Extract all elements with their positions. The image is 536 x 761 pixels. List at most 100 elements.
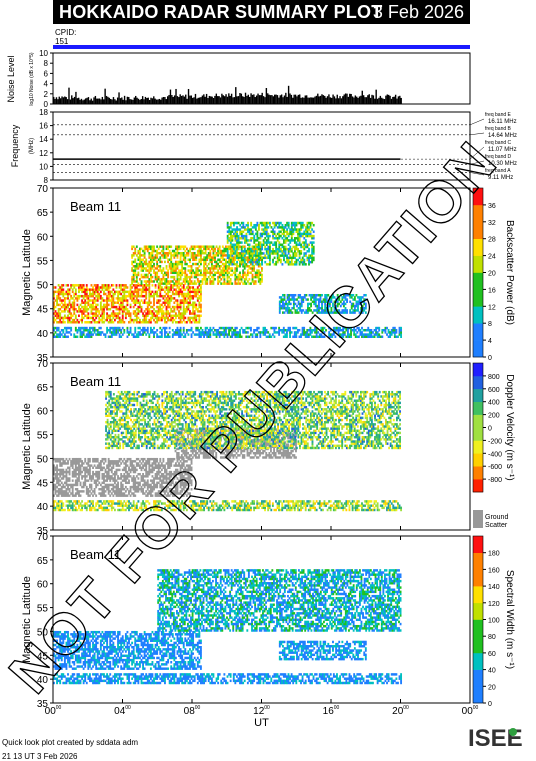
scatter-cell xyxy=(173,262,176,266)
scatter-cell xyxy=(284,237,287,240)
noise-bar xyxy=(253,94,255,104)
scatter-cell xyxy=(82,307,85,311)
scatter-cell xyxy=(250,239,253,242)
scatter-cell xyxy=(68,494,71,497)
scatter-cell xyxy=(293,326,296,330)
scatter-cell xyxy=(137,457,140,461)
noise-bar xyxy=(305,95,308,104)
colorbar-tick-label: 12 xyxy=(488,304,496,311)
scatter-cell xyxy=(278,331,281,334)
noise-bar xyxy=(396,98,398,104)
scatter-cell xyxy=(154,316,157,320)
scatter-cell xyxy=(160,260,163,264)
scatter-cell xyxy=(140,292,143,296)
scatter-cell xyxy=(140,294,143,298)
scatter-cell xyxy=(229,269,232,272)
scatter-cell xyxy=(307,302,309,306)
scatter-cell xyxy=(260,275,263,279)
scatter-cell xyxy=(250,271,252,275)
scatter-cell xyxy=(95,303,98,307)
scatter-cell xyxy=(317,300,320,303)
scatter-cell xyxy=(168,314,171,317)
scatter-cell xyxy=(190,290,193,294)
noise-bar xyxy=(194,93,197,104)
scatter-cell xyxy=(67,294,69,298)
noise-bar xyxy=(354,95,357,104)
scatter-cell xyxy=(299,309,302,312)
scatter-cell xyxy=(165,247,168,251)
scatter-cell xyxy=(234,328,237,332)
scatter-cell xyxy=(174,265,177,268)
scatter-cell xyxy=(210,275,213,279)
scatter-cell xyxy=(124,286,127,289)
scatter-cell xyxy=(262,331,265,334)
scatter-cell xyxy=(87,492,90,495)
scatter-cell xyxy=(290,260,293,264)
scatter-cell xyxy=(159,335,162,338)
scatter-cell xyxy=(88,333,91,336)
scatter-cell xyxy=(103,290,105,294)
scatter-cell xyxy=(56,485,58,489)
noise-bar xyxy=(133,97,136,104)
scatter-cell xyxy=(99,464,102,467)
scatter-cell xyxy=(355,304,358,308)
scatter-cell xyxy=(254,232,257,236)
scatter-cell xyxy=(289,245,292,249)
scatter-cell xyxy=(93,314,96,317)
scatter-cell xyxy=(154,321,157,324)
scatter-cell xyxy=(181,316,184,320)
scatter-cell xyxy=(212,247,215,251)
scatter-cell xyxy=(195,256,198,259)
scatter-cell xyxy=(78,310,80,313)
scatter-cell xyxy=(258,243,260,247)
scatter-cell xyxy=(142,284,144,287)
scatter-cell xyxy=(229,254,232,257)
scatter-cell xyxy=(112,310,115,313)
scatter-cell xyxy=(184,278,187,281)
scatter-cell xyxy=(57,294,60,298)
scatter-cell xyxy=(235,275,238,279)
scatter-cell xyxy=(246,265,249,268)
scatter-cell xyxy=(370,328,373,332)
scatter-cell xyxy=(82,294,85,298)
noise-bar xyxy=(147,97,149,104)
scatter-cell xyxy=(54,305,57,309)
scatter-cell xyxy=(139,321,141,324)
scatter-cell xyxy=(153,333,155,336)
scatter-cell xyxy=(198,280,201,283)
scatter-cell xyxy=(195,292,198,296)
scatter-cell xyxy=(178,310,180,313)
scatter-cell xyxy=(285,328,288,332)
scatter-cell xyxy=(245,223,248,227)
scatter-cell xyxy=(210,267,213,270)
scatter-cell xyxy=(250,260,253,264)
scatter-cell xyxy=(364,307,367,310)
scatter-cell xyxy=(137,251,140,255)
scatter-cell xyxy=(159,326,162,330)
scatter-cell xyxy=(182,278,185,281)
scatter-cell xyxy=(170,280,173,283)
scatter-cell xyxy=(73,335,76,338)
scatter-cell xyxy=(104,292,107,296)
scatter-cell xyxy=(232,331,235,334)
scatter-cell xyxy=(240,278,243,281)
scatter-cell xyxy=(154,258,157,261)
scatter-cell xyxy=(168,312,171,315)
scatter-cell xyxy=(293,256,296,260)
scatter-cell xyxy=(71,485,74,489)
scatter-cell xyxy=(353,311,356,314)
scatter-cell xyxy=(107,303,110,307)
scatter-cell xyxy=(381,328,384,332)
scatter-cell xyxy=(60,464,63,467)
noise-bar xyxy=(372,95,375,104)
noise-bar xyxy=(79,99,81,104)
scatter-cell xyxy=(218,280,221,283)
scatter-cell xyxy=(204,331,207,334)
scatter-cell xyxy=(171,290,174,294)
scatter-cell xyxy=(301,260,304,264)
scatter-cell xyxy=(346,331,349,334)
scatter-cell xyxy=(214,278,216,281)
scatter-cell xyxy=(275,234,278,238)
scatter-cell xyxy=(65,331,68,334)
